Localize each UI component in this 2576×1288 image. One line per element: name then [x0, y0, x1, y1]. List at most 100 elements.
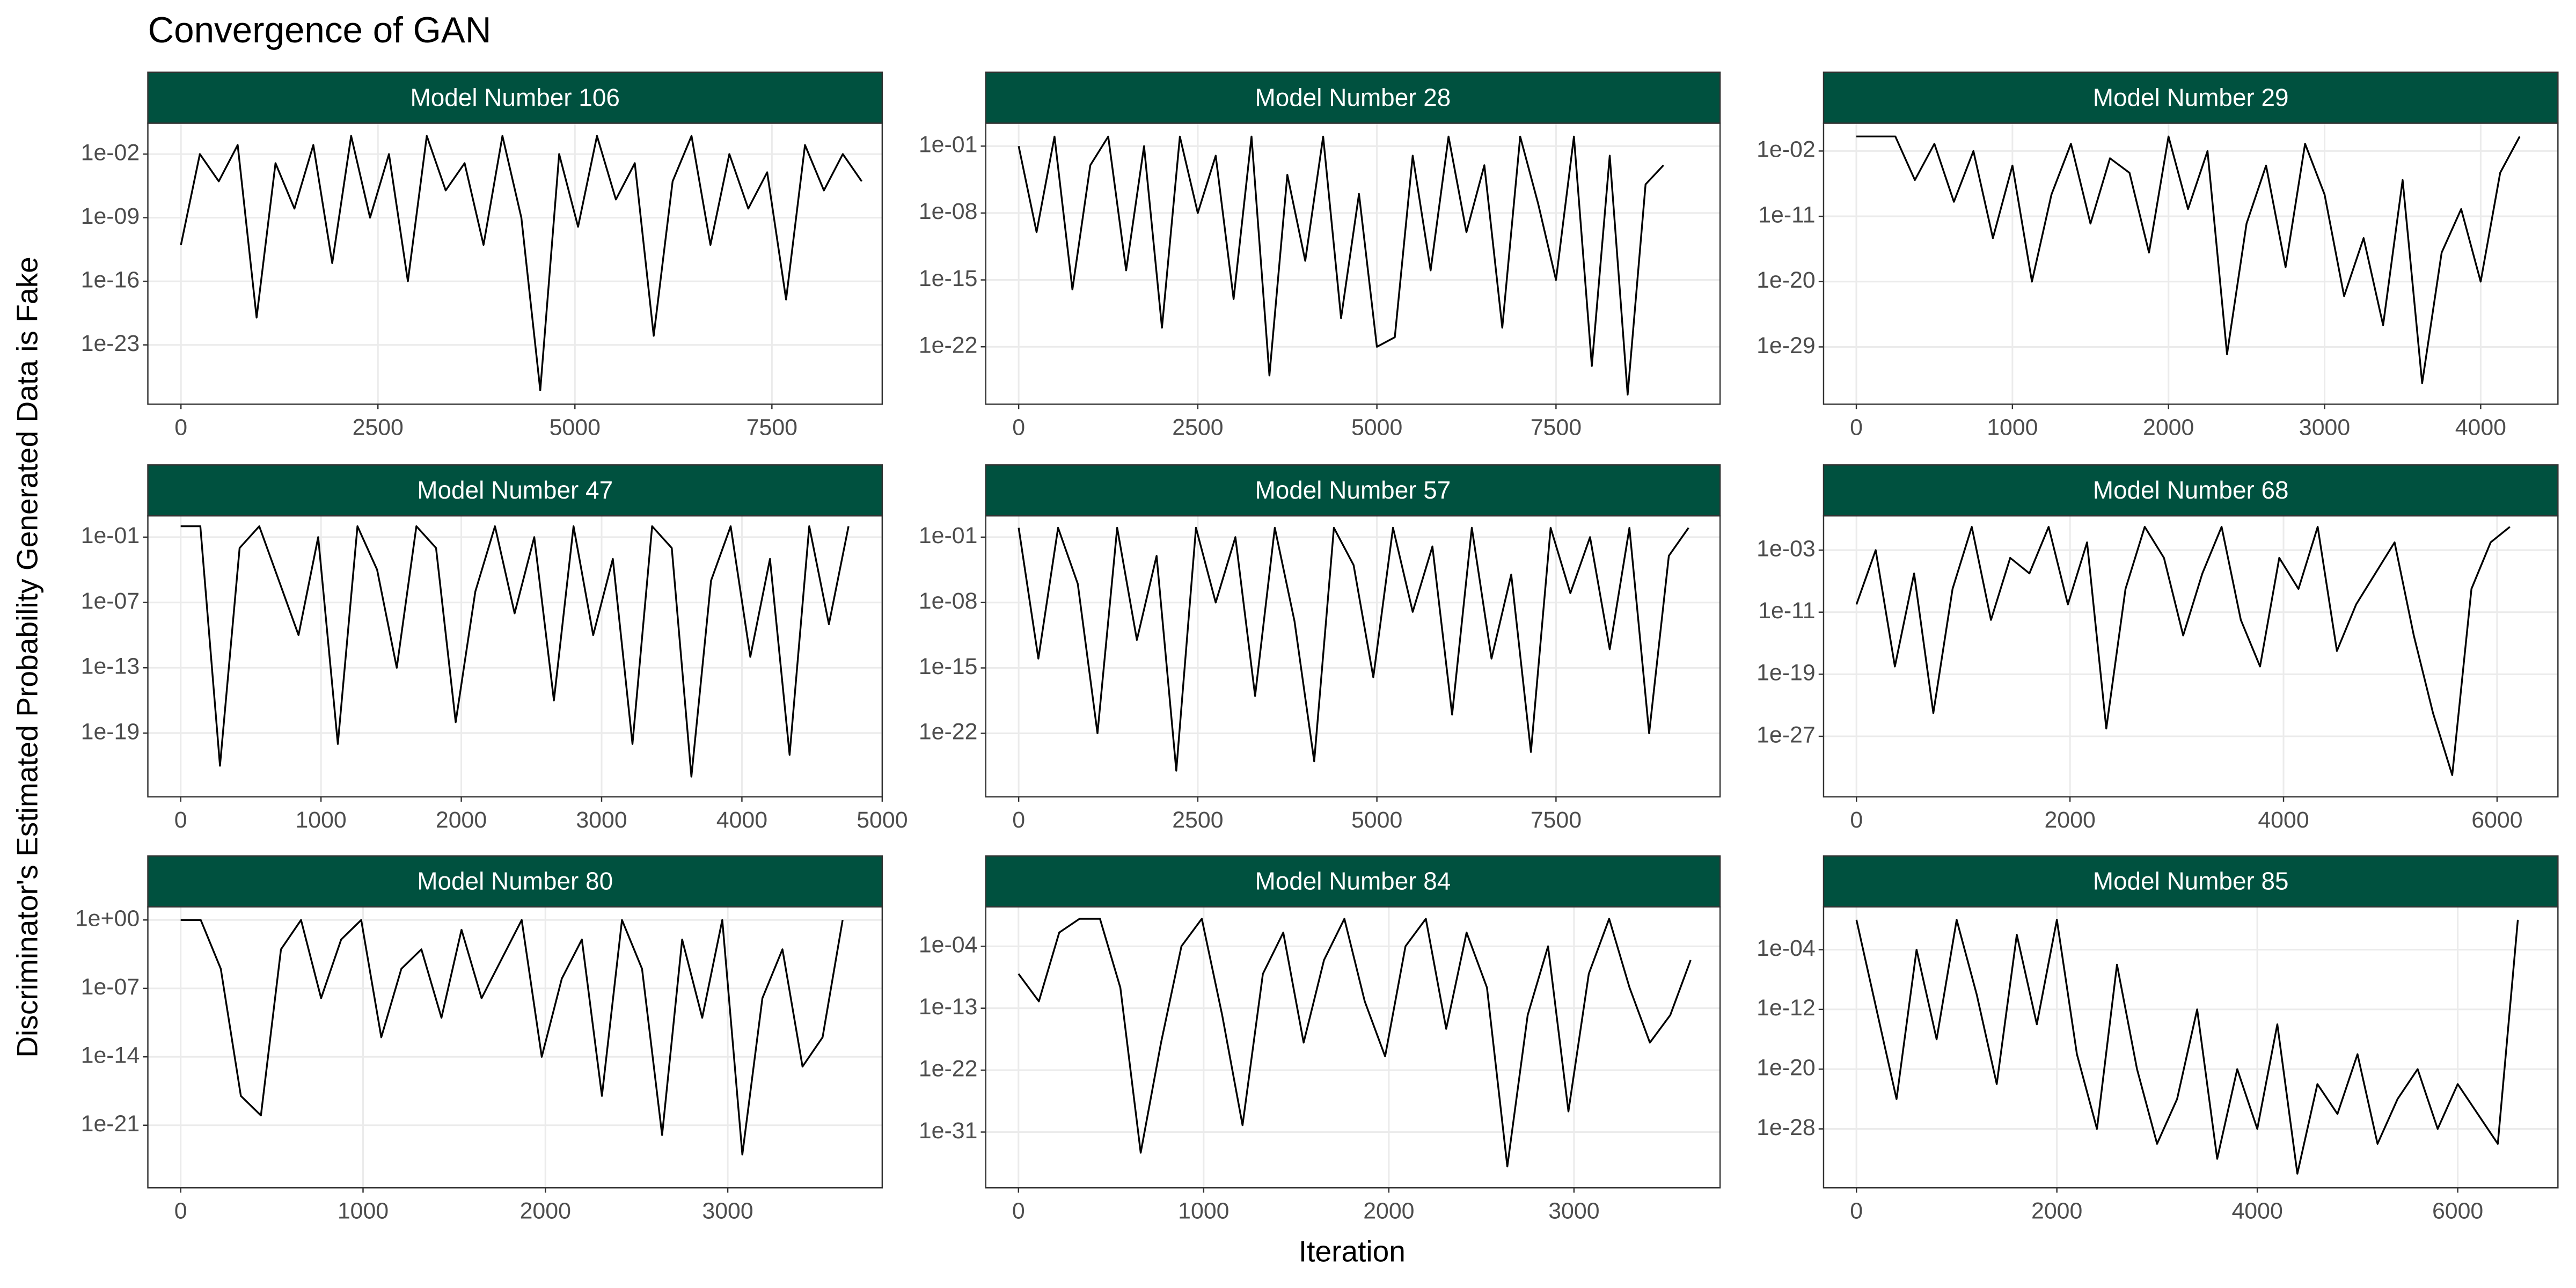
x-tick-label: 4000	[2231, 1198, 2282, 1224]
x-tick-label: 6000	[2471, 807, 2522, 833]
y-tick-label: 1e-20	[1757, 1055, 1816, 1081]
y-tick-label: 1e+00	[75, 906, 140, 932]
panel-background	[985, 906, 1721, 1188]
y-tick-label: 1e-22	[919, 719, 978, 745]
panel-border	[985, 515, 1721, 797]
x-tick-label: 2000	[2044, 807, 2095, 833]
x-tick-label: 5000	[550, 414, 601, 440]
panel-background	[1823, 516, 2558, 797]
figure-title: Convergence of GAN	[148, 10, 492, 50]
x-tick-label: 5000	[1351, 414, 1402, 440]
x-tick-label: 0	[1012, 414, 1025, 440]
panel-border	[985, 906, 1721, 1189]
y-tick-label: 1e-16	[81, 267, 140, 292]
panel-background	[985, 516, 1721, 797]
x-tick-label: 0	[1850, 807, 1863, 833]
y-tick-label: 1e-07	[81, 974, 140, 1000]
y-tick-label: 1e-29	[1757, 333, 1816, 358]
panel-background	[1823, 123, 2558, 405]
strip	[985, 71, 1721, 124]
x-tick-label: 1000	[338, 1198, 389, 1224]
panel-background	[148, 516, 882, 797]
panel-border	[147, 906, 883, 1189]
y-tick-label: 1e-04	[1757, 935, 1816, 961]
strip	[147, 464, 883, 517]
y-tick-label: 1e-13	[81, 654, 140, 679]
y-tick-label: 1e-20	[1757, 267, 1816, 293]
series-line	[1018, 526, 1689, 772]
y-tick-label: 1e-27	[1757, 722, 1816, 748]
x-tick-label: 2000	[2143, 414, 2194, 440]
panel-background	[148, 123, 882, 405]
series-line	[180, 135, 863, 391]
x-tick-label: 1000	[1987, 414, 2038, 440]
strip-label: Model Number 84	[1255, 867, 1451, 895]
x-tick-label: 2000	[520, 1198, 571, 1224]
x-axis-label: Iteration	[1299, 1234, 1406, 1268]
x-tick-label: 0	[1012, 807, 1025, 833]
y-tick-label: 1e-11	[1758, 598, 1815, 624]
panel-border	[1823, 515, 2559, 797]
strip-label: Model Number 85	[2093, 867, 2289, 895]
x-tick-label: 4000	[2455, 414, 2506, 440]
y-tick-label: 1e-07	[81, 588, 140, 614]
y-tick-label: 1e-01	[81, 523, 140, 548]
y-axis-label: Discriminator's Estimated Probability Ge…	[11, 257, 44, 1058]
strip-label: Model Number 68	[2093, 476, 2289, 504]
x-tick-label: 4000	[716, 807, 767, 833]
x-tick-label: 2000	[436, 807, 487, 833]
x-tick-label: 0	[174, 807, 187, 833]
x-tick-label: 7500	[1531, 414, 1582, 440]
x-tick-label: 3000	[1548, 1198, 1599, 1224]
y-tick-label: 1e-04	[919, 932, 978, 958]
x-tick-label: 2500	[353, 414, 404, 440]
y-tick-label: 1e-11	[1758, 202, 1815, 228]
y-tick-label: 1e-22	[919, 1056, 978, 1081]
y-tick-label: 1e-15	[919, 654, 978, 679]
x-tick-label: 2500	[1172, 414, 1223, 440]
series-line	[1018, 918, 1692, 1168]
x-tick-label: 1000	[295, 807, 346, 833]
series-line	[1856, 135, 2521, 384]
x-tick-label: 2000	[2031, 1198, 2082, 1224]
x-tick-label: 3000	[702, 1198, 753, 1224]
strip	[147, 855, 883, 908]
x-tick-label: 3000	[2299, 414, 2350, 440]
y-tick-label: 1e-22	[919, 333, 978, 358]
x-tick-label: 5000	[1351, 807, 1402, 833]
x-tick-label: 5000	[857, 807, 908, 833]
x-tick-label: 0	[1012, 1198, 1025, 1224]
y-tick-label: 1e-01	[919, 132, 978, 158]
x-tick-label: 1000	[1178, 1198, 1229, 1224]
x-tick-label: 7500	[747, 414, 797, 440]
strip	[985, 464, 1721, 517]
y-tick-label: 1e-08	[919, 199, 978, 224]
y-tick-label: 1e-02	[1757, 137, 1816, 163]
strip-label: Model Number 106	[410, 83, 619, 111]
y-tick-label: 1e-19	[1757, 660, 1816, 686]
strip-label: Model Number 57	[1255, 476, 1451, 504]
strip-label: Model Number 29	[2093, 83, 2289, 111]
y-tick-label: 1e-31	[919, 1118, 978, 1144]
panel-border	[1823, 122, 2559, 405]
series-line	[1855, 919, 2519, 1175]
y-tick-label: 1e-15	[919, 266, 978, 291]
y-tick-label: 1e-02	[81, 140, 140, 165]
series-line	[1018, 135, 1664, 396]
panel-border	[147, 122, 883, 405]
x-tick-label: 0	[1850, 1198, 1863, 1224]
panel-border	[1823, 906, 2559, 1189]
y-tick-label: 1e-23	[81, 331, 140, 356]
x-tick-label: 3000	[576, 807, 627, 833]
x-tick-label: 6000	[2432, 1198, 2483, 1224]
y-tick-label: 1e-03	[1757, 536, 1816, 561]
x-tick-label: 2000	[1363, 1198, 1414, 1224]
series-line	[180, 919, 844, 1156]
y-tick-label: 1e-09	[81, 203, 140, 229]
strip	[147, 71, 883, 124]
strip-label: Model Number 80	[417, 867, 613, 895]
x-tick-label: 4000	[2258, 807, 2309, 833]
x-tick-label: 7500	[1531, 807, 1582, 833]
